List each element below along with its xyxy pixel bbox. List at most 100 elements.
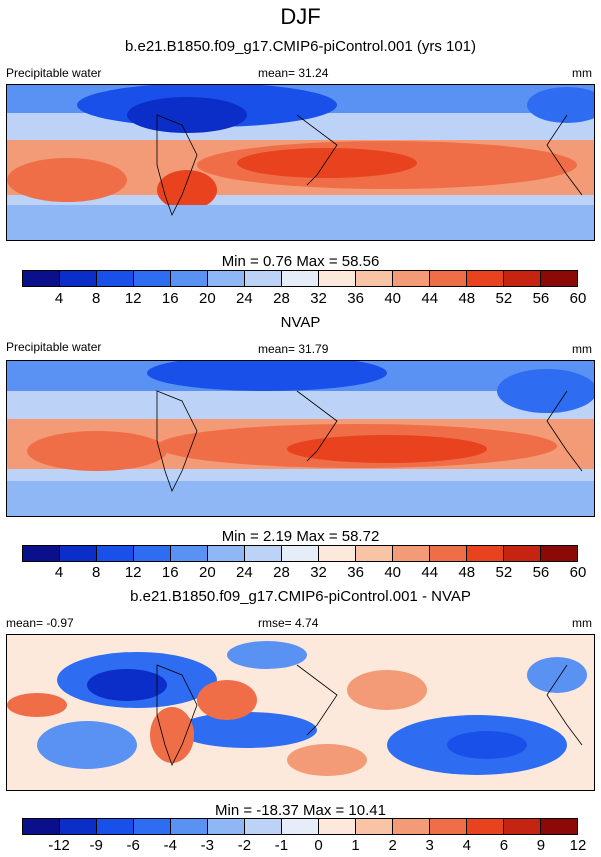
colorbar-swatch bbox=[319, 546, 356, 561]
colorbar-tick-label: 4 bbox=[54, 564, 64, 581]
colorbar-swatch bbox=[504, 271, 541, 286]
colorbar-tick-label: 16 bbox=[161, 564, 179, 581]
colorbar-tick-label: -3 bbox=[200, 837, 214, 854]
panel-3-map bbox=[6, 634, 595, 791]
colorbar-tick-label: 24 bbox=[236, 290, 253, 307]
colorbar-tick-label: 28 bbox=[273, 564, 290, 581]
figure-title: DJF bbox=[280, 4, 321, 29]
colorbar-tick-label: 3 bbox=[425, 837, 434, 854]
colorbar-swatch bbox=[430, 271, 467, 286]
colorbar-swatch bbox=[245, 271, 282, 286]
colorbar-swatch bbox=[504, 546, 541, 561]
colorbar-tick-label: -12 bbox=[48, 837, 70, 854]
colorbar-tick-label: 24 bbox=[236, 564, 253, 581]
colorbar-tick-label: 52 bbox=[495, 290, 513, 307]
panel-1-units: mm bbox=[572, 66, 592, 80]
panel-1-map bbox=[6, 84, 595, 241]
colorbar-swatch bbox=[171, 819, 208, 834]
colorbar-tick-label: -4 bbox=[163, 837, 177, 854]
colorbar-swatch bbox=[356, 546, 393, 561]
panel-1-colorbar-ticks: 4 8 12 16 20 24 28 32 36 40 44 48 52 56 60 bbox=[22, 290, 586, 308]
colorbar-swatch bbox=[282, 546, 319, 561]
colorbar-swatch bbox=[504, 819, 541, 834]
colorbar-tick-label: 20 bbox=[198, 564, 216, 581]
colorbar-tick-label: 4 bbox=[462, 837, 471, 854]
colorbar-swatch bbox=[208, 546, 245, 561]
colorbar-swatch bbox=[467, 819, 504, 834]
colorbar-swatch bbox=[60, 819, 97, 834]
colorbar-tick-label: 16 bbox=[161, 290, 179, 307]
colorbar-tick-label: 40 bbox=[384, 564, 401, 581]
colorbar-swatch bbox=[245, 819, 282, 834]
colorbar-tick-label: 6 bbox=[499, 837, 509, 854]
panel-1-minmax: Min = 0.76 Max = 58.56 bbox=[221, 253, 380, 270]
colorbar-swatch bbox=[541, 271, 577, 286]
colorbar-tick-label: 36 bbox=[347, 290, 364, 307]
colorbar-swatch bbox=[134, 819, 171, 834]
colorbar-tick-label: 36 bbox=[347, 564, 364, 581]
colorbar-swatch bbox=[134, 271, 171, 286]
colorbar-swatch bbox=[430, 546, 467, 561]
colorbar-swatch bbox=[97, 819, 134, 834]
colorbar-tick-label: 56 bbox=[532, 290, 550, 307]
panel-3-heading: b.e21.B1850.f09_g17.CMIP6-piControl.001 … bbox=[130, 588, 471, 605]
colorbar-tick-label: 4 bbox=[54, 290, 64, 307]
panel-3-mean: mean= -0.97 bbox=[6, 616, 74, 630]
colorbar-tick-label: 32 bbox=[310, 564, 327, 581]
panel-2-left-label: Precipitable water bbox=[6, 340, 102, 354]
colorbar-tick-label: -9 bbox=[89, 837, 103, 854]
colorbar-swatch bbox=[541, 546, 577, 561]
colorbar-swatch bbox=[430, 819, 467, 834]
colorbar-tick-label: 52 bbox=[495, 564, 513, 581]
colorbar-tick-label: 32 bbox=[310, 290, 327, 307]
colorbar-tick-label: 56 bbox=[532, 564, 550, 581]
colorbar-tick-label: 8 bbox=[91, 290, 101, 307]
panel-3-colorbar bbox=[22, 818, 578, 835]
colorbar-tick-label: 12 bbox=[124, 290, 142, 307]
colorbar-swatch bbox=[245, 546, 282, 561]
colorbar-swatch bbox=[60, 546, 97, 561]
colorbar-swatch bbox=[23, 819, 60, 834]
colorbar-tick-label: -1 bbox=[274, 837, 289, 854]
colorbar-tick-label: 0 bbox=[314, 837, 323, 854]
colorbar-swatch bbox=[467, 546, 504, 561]
colorbar-swatch bbox=[134, 546, 171, 561]
colorbar-swatch bbox=[319, 271, 356, 286]
colorbar-tick-label: 2 bbox=[388, 837, 397, 854]
colorbar-swatch bbox=[393, 546, 430, 561]
colorbar-swatch bbox=[60, 271, 97, 286]
colorbar-swatch bbox=[356, 271, 393, 286]
panel-1-heading: b.e21.B1850.f09_g17.CMIP6-piControl.001 … bbox=[124, 38, 477, 55]
panel-3-units: mm bbox=[572, 616, 592, 630]
colorbar-swatch bbox=[393, 271, 430, 286]
colorbar-tick-label: 28 bbox=[273, 290, 290, 307]
colorbar-tick-label: 44 bbox=[421, 290, 439, 307]
panel-3-colorbar-ticks: -12 -9 -6 -4 -3 -2 -1 0 1 2 3 4 6 9 12 bbox=[22, 837, 586, 855]
colorbar-swatch bbox=[171, 546, 208, 561]
panel-2-minmax: Min = 2.19 Max = 58.72 bbox=[221, 528, 380, 545]
colorbar-tick-label: 48 bbox=[458, 564, 476, 581]
panel-3-minmax: Min = -18.37 Max = 10.41 bbox=[215, 802, 386, 819]
colorbar-tick-label: 20 bbox=[198, 290, 216, 307]
colorbar-tick-label: 8 bbox=[91, 564, 101, 581]
colorbar-swatch bbox=[23, 271, 60, 286]
colorbar-tick-label: 60 bbox=[569, 564, 587, 581]
panel-1-colorbar bbox=[22, 270, 578, 287]
panel-2-units: mm bbox=[572, 342, 592, 356]
colorbar-swatch bbox=[23, 546, 60, 561]
colorbar-tick-label: 12 bbox=[569, 837, 587, 854]
colorbar-swatch bbox=[467, 271, 504, 286]
colorbar-swatch bbox=[97, 546, 134, 561]
panel-1-mean: mean= 31.24 bbox=[258, 66, 329, 80]
panel-3-rmse: rmse= 4.74 bbox=[258, 616, 319, 630]
panel-2-map bbox=[6, 360, 595, 517]
colorbar-swatch bbox=[282, 271, 319, 286]
colorbar-swatch bbox=[356, 819, 393, 834]
colorbar-swatch bbox=[319, 819, 356, 834]
colorbar-tick-label: 44 bbox=[421, 564, 439, 581]
colorbar-swatch bbox=[208, 819, 245, 834]
colorbar-swatch bbox=[97, 271, 134, 286]
colorbar-swatch bbox=[541, 819, 577, 834]
colorbar-swatch bbox=[208, 271, 245, 286]
colorbar-tick-label: 12 bbox=[124, 564, 142, 581]
